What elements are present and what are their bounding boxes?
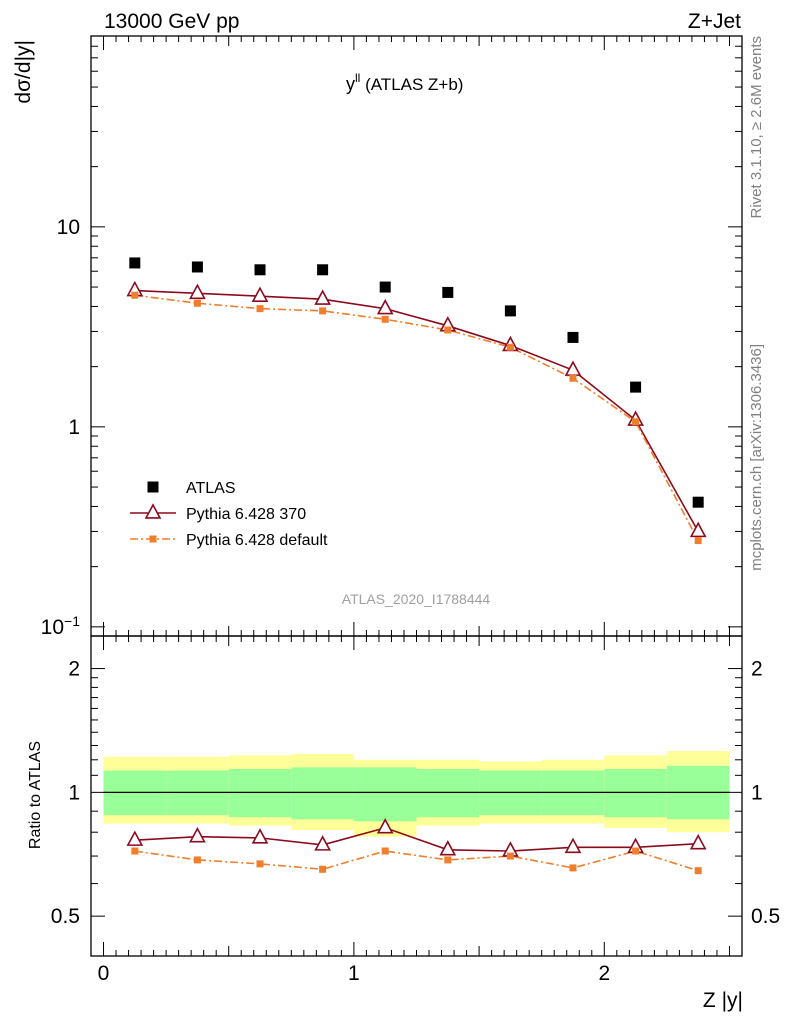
pythia-default-point bbox=[193, 299, 201, 307]
pythia-default-point bbox=[381, 315, 389, 323]
ratio-pythia-default-point bbox=[131, 847, 139, 855]
ratio-y-tick-label-left: 1 bbox=[68, 781, 80, 804]
legend-pythia-370-marker bbox=[144, 503, 162, 519]
ratio-y-tick-label-right: 1 bbox=[751, 781, 763, 804]
watermark: ATLAS_2020_I1788444 bbox=[342, 591, 491, 607]
band-inner-bin bbox=[604, 768, 667, 818]
atlas-point bbox=[442, 286, 454, 298]
pythia-default-point bbox=[632, 418, 640, 426]
series-lines bbox=[134, 289, 699, 872]
ratio-pythia-default-point bbox=[381, 847, 389, 855]
ratio-pythia-370-point bbox=[689, 833, 707, 850]
x-axis-label: Z |y| bbox=[703, 989, 743, 1012]
pythia-370-point bbox=[376, 298, 394, 315]
ratio-pythia-370-point bbox=[251, 828, 269, 844]
atlas-point bbox=[191, 261, 203, 273]
axis-tick-labels: 10 1 10−1 2 2 1 1 0.5 0.5 0 1 2 bbox=[41, 216, 781, 985]
pythia-default-point bbox=[694, 537, 702, 545]
pythia-370-point bbox=[189, 283, 206, 300]
main-y-tick-label: 10−1 bbox=[41, 613, 81, 639]
atlas-point bbox=[254, 264, 266, 276]
pythia-370-point bbox=[314, 289, 331, 305]
legend: ATLAS Pythia 6.428 370 Pythia 6.428 defaul… bbox=[130, 480, 328, 549]
ratio-pythia-default-point bbox=[256, 860, 264, 868]
ratio-pythia-default-line bbox=[134, 850, 699, 872]
x-tick-label: 2 bbox=[598, 962, 610, 985]
ratio-y-tick-label-right: 0.5 bbox=[751, 905, 780, 928]
ratio-pythia-370-point bbox=[189, 826, 206, 843]
legend-pythia-default-marker bbox=[149, 535, 157, 543]
series-markers bbox=[126, 257, 707, 875]
process-label: Z+Jet bbox=[688, 10, 741, 33]
pythia-default-point bbox=[319, 307, 327, 315]
ratio-pythia-370-point bbox=[126, 830, 144, 846]
atlas-point bbox=[317, 264, 329, 276]
pythia-default-point bbox=[256, 305, 264, 313]
main-y-tick-label: 10 bbox=[57, 216, 80, 239]
ratio-pythia-370-line bbox=[134, 826, 699, 852]
atlas-point bbox=[379, 281, 391, 293]
ratio-uncertainty-bands bbox=[103, 751, 730, 837]
ratio-pythia-default-point bbox=[569, 864, 577, 872]
ratio-pythia-370-point bbox=[564, 837, 582, 854]
pythia-default-point bbox=[444, 326, 452, 334]
legend-atlas-marker bbox=[147, 481, 159, 493]
ratio-y-tick-label-left: 0.5 bbox=[51, 905, 80, 928]
atlas-point bbox=[567, 331, 579, 343]
title-superscript: ll bbox=[355, 71, 360, 85]
rivet-version-label: Rivet 3.1.10, ≥ 2.6M events bbox=[748, 36, 765, 219]
band-inner-bin bbox=[416, 768, 480, 818]
main-plot-title: yll (ATLAS Z+b) bbox=[346, 71, 463, 94]
band-inner-bin bbox=[353, 767, 417, 822]
ratio-pythia-370-point bbox=[376, 818, 394, 834]
pythia-370-line bbox=[134, 289, 699, 532]
band-inner-bin bbox=[228, 768, 292, 818]
title-rest: (ATLAS Z+b) bbox=[360, 75, 463, 94]
pythia-default-point bbox=[506, 343, 514, 351]
atlas-point bbox=[129, 257, 141, 269]
ratio-y-tick-label-right: 2 bbox=[751, 658, 763, 681]
pythia-default-point bbox=[569, 374, 577, 382]
ratio-pythia-default-point bbox=[506, 852, 514, 860]
atlas-point bbox=[630, 381, 642, 393]
atlas-point bbox=[504, 305, 516, 317]
pythia-370-point bbox=[689, 521, 707, 538]
pythia-default-line bbox=[134, 294, 699, 541]
pythia-default-point bbox=[131, 291, 139, 299]
ratio-pythia-default-point bbox=[319, 865, 327, 873]
legend-entry-label: Pythia 6.428 370 bbox=[186, 506, 306, 523]
ratio-pythia-default-point bbox=[632, 847, 640, 855]
main-y-axis-label: dσ/d|y| bbox=[12, 40, 35, 104]
ratio-y-tick-label-left: 2 bbox=[68, 658, 80, 681]
axis-ticks bbox=[91, 35, 742, 957]
ratio-pythia-default-point bbox=[694, 867, 702, 875]
mcplots-label: mcplots.cern.ch [arXiv:1306.3436] bbox=[748, 344, 765, 571]
band-inner-bin bbox=[291, 767, 354, 820]
ratio-pythia-370-point bbox=[439, 840, 457, 856]
ratio-pythia-default-point bbox=[193, 856, 201, 864]
legend-entry-label: ATLAS bbox=[186, 480, 236, 497]
ratio-y-axis-label: Ratio to ATLAS bbox=[27, 741, 44, 849]
legend-entry-label: Pythia 6.428 default bbox=[186, 532, 328, 549]
title-base: y bbox=[346, 74, 355, 94]
pythia-370-point bbox=[251, 286, 269, 302]
x-tick-label: 0 bbox=[98, 962, 110, 985]
ratio-pythia-370-point bbox=[314, 835, 331, 851]
ratio-pythia-default-point bbox=[444, 856, 452, 864]
atlas-point bbox=[692, 496, 704, 508]
energy-label: 13000 GeV pp bbox=[104, 10, 239, 33]
main-y-tick-label: 1 bbox=[68, 416, 80, 439]
x-tick-label: 1 bbox=[348, 962, 360, 985]
